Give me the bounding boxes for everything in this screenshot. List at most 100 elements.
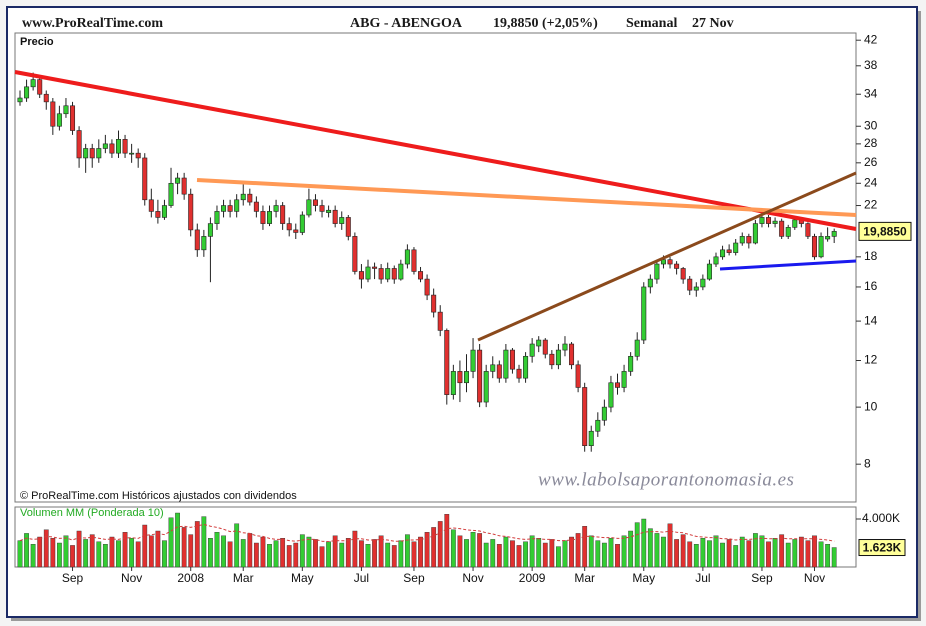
volume-bar: [687, 541, 693, 568]
candle-body: [654, 263, 660, 280]
volume-bar: [247, 533, 253, 568]
volume-bar: [89, 534, 95, 568]
candle-body: [444, 330, 450, 395]
candle-body: [398, 263, 404, 280]
volume-bar: [365, 544, 371, 568]
volume-bar: [542, 542, 548, 568]
candle-body: [490, 364, 496, 372]
candle-body: [188, 193, 194, 231]
volume-bar: [424, 532, 430, 568]
y-tick-label: 14: [864, 313, 878, 327]
candle-body: [569, 343, 575, 366]
y-tick-label: 28: [864, 136, 878, 150]
volume-bar: [188, 534, 194, 568]
volume-bar: [661, 536, 666, 568]
candle-body: [96, 148, 102, 159]
volume-bar: [273, 540, 279, 568]
candle-body: [667, 259, 673, 265]
candle-body: [89, 148, 95, 159]
volume-bar: [319, 546, 325, 568]
volume-bar: [162, 540, 167, 568]
candle-body: [339, 217, 345, 224]
volume-bar: [372, 539, 377, 568]
volume-bar: [214, 532, 220, 568]
volume-bar: [693, 544, 699, 568]
candle-body: [720, 249, 726, 258]
candle-body: [365, 266, 371, 280]
candle-body: [726, 249, 732, 253]
candle-body: [175, 177, 181, 184]
volume-bar: [785, 542, 791, 568]
y-tick-label: 10: [864, 399, 878, 413]
candle-body: [437, 311, 443, 331]
candle-body: [608, 382, 614, 408]
candle-body: [470, 349, 476, 372]
volume-bar: [240, 539, 246, 568]
volume-bar: [37, 536, 43, 568]
volume-bar: [326, 541, 332, 568]
x-tick-label: Sep: [751, 571, 773, 585]
y-tick-label: 38: [864, 58, 878, 72]
candle-body: [818, 236, 824, 258]
volume-bar: [503, 536, 509, 568]
candle-body: [825, 236, 831, 240]
volume-bar: [17, 540, 23, 568]
volume-bar: [595, 540, 601, 568]
x-tick-label: Mar: [233, 571, 254, 585]
x-tick-label: Jul: [354, 571, 369, 585]
instrument: ABG - ABENGOA: [350, 16, 463, 31]
volume-bar: [575, 533, 581, 568]
candle-body: [50, 101, 56, 127]
volume-bar: [418, 536, 423, 568]
volume-bar: [450, 529, 456, 568]
candle-body: [273, 205, 279, 212]
candle-body: [805, 223, 811, 237]
candle-body: [326, 209, 332, 213]
panel-title: Precio: [20, 36, 54, 48]
candle-body: [221, 205, 227, 212]
volume-bar: [752, 533, 758, 568]
volume-bar: [779, 534, 785, 568]
volume-bar: [129, 538, 135, 568]
volume-bar: [208, 538, 213, 568]
candle-body: [161, 205, 167, 218]
volume-bar: [142, 524, 148, 568]
candle-body: [76, 130, 82, 159]
volume-bar: [713, 535, 719, 568]
watermark: www.labolsaporantonomasia.es: [538, 469, 794, 490]
volume-bar: [818, 541, 824, 568]
candle-body: [345, 217, 351, 237]
volume-bar: [260, 536, 266, 568]
candle-body: [109, 143, 115, 154]
volume-bar: [608, 538, 614, 568]
volume-bar: [647, 528, 653, 568]
volume-bar: [286, 545, 292, 568]
candle-body: [746, 236, 752, 244]
volume-bar: [733, 545, 739, 568]
candle-body: [418, 271, 424, 280]
volume-bar: [569, 536, 574, 568]
candle-body: [582, 387, 588, 446]
candle-body: [634, 339, 640, 357]
volume-bar: [96, 541, 102, 568]
candle-body: [811, 236, 817, 258]
volume-bar: [83, 539, 89, 568]
candle-body: [792, 219, 798, 228]
volume-bar: [24, 533, 29, 568]
candle-body: [463, 371, 469, 384]
candle-body: [496, 364, 502, 379]
volume-bar: [30, 544, 36, 568]
candle-body: [280, 205, 286, 224]
candle-body: [483, 371, 489, 403]
volume-ma: [19, 523, 835, 543]
x-tick-label: May: [291, 571, 314, 585]
volume-bar: [63, 535, 69, 568]
volume-bar: [76, 530, 82, 568]
volume-bar: [227, 541, 233, 568]
candle-body: [536, 339, 542, 347]
x-tick-label: Jul: [695, 571, 710, 585]
candle-body: [299, 214, 305, 233]
volume-bar: [116, 540, 121, 568]
volume-label: 1.623K: [863, 541, 902, 555]
volume-bar: [181, 527, 187, 568]
